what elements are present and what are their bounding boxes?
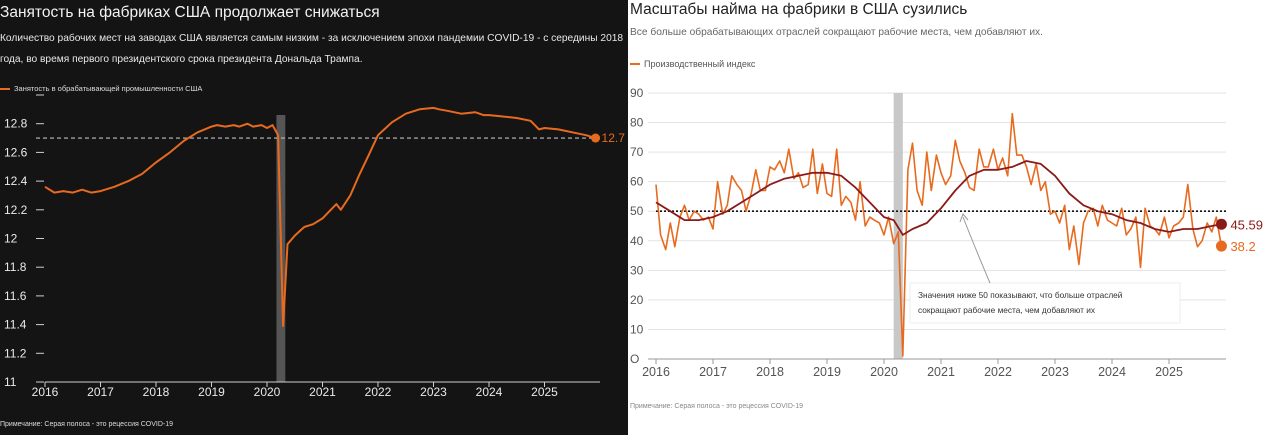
y-tick-label: O (630, 352, 639, 366)
y-tick-label: 12.4 (4, 174, 28, 188)
annotation-text: Значения ниже 50 показывают, что больше … (918, 290, 1123, 315)
y-tick-label: 90 (630, 86, 644, 100)
annotation-arrow (962, 216, 991, 284)
moving-average-line (655, 160, 1222, 236)
left-chart-panel: Занятость на фабриках США продолжает сни… (0, 0, 628, 435)
legend-line-icon (630, 63, 640, 65)
x-tick-label: 2023 (1041, 365, 1069, 379)
production-index-end-marker (1215, 240, 1227, 252)
y-tick-label: 50 (630, 204, 644, 218)
left-chart: 11 11.2 11.4 11.6 11.8 12 12.2 12.4 12.6 12.8 2016… (4, 94, 626, 399)
right-chart-title: Масштабы найма на фабрики в США сузились (630, 1, 968, 18)
annotation-box (909, 282, 1181, 324)
employment-series-line (44, 106, 596, 327)
end-value-label: 12.7 (602, 131, 626, 145)
x-tick-label: 2023 (420, 385, 447, 399)
x-tick-label: 2017 (87, 385, 114, 399)
x-tick-label: 2020 (870, 365, 898, 379)
x-tick-label: 2019 (813, 365, 841, 379)
y-tick-label: 12 (4, 232, 18, 246)
y-tick-label: 11 (4, 375, 17, 389)
x-tick-label: 2019 (198, 385, 225, 399)
right-chart: O 10 20 30 40 50 60 70 80 90 2016 2017 2018 2019 2020 2… (630, 86, 1263, 379)
right-chart-panel: Масштабы найма на фабрики в США сузились… (628, 0, 1280, 435)
left-chart-title: Занятость на фабриках США продолжает сни… (0, 4, 380, 21)
x-tick-label: 2025 (1155, 365, 1183, 379)
left-chart-subtitle: Количество рабочих мест на заводах США я… (0, 33, 624, 65)
annotation-arrowhead (959, 213, 969, 223)
y-tick-label: 12.2 (4, 203, 28, 217)
moving-average-end-marker (1215, 218, 1227, 230)
x-tick-label: 2022 (984, 365, 1012, 379)
x-tick-label: 2025 (531, 385, 558, 399)
y-tick-label: 12.6 (4, 145, 28, 159)
y-tick-label: 60 (630, 175, 644, 189)
x-tick-label: 2016 (32, 385, 59, 399)
moving-average-end-label: 45.59 (1230, 217, 1263, 232)
left-legend: Занятость в обрабатывающей промышленност… (0, 84, 202, 93)
x-tick-label: 2016 (642, 365, 670, 379)
x-tick-label: 2018 (143, 385, 170, 399)
right-legend-label: Производственный индекс (644, 59, 756, 69)
x-tick-label: 2024 (1098, 365, 1126, 379)
end-point-marker (591, 133, 601, 143)
y-tick-label: 11.6 (4, 289, 27, 303)
right-chart-subtitle: Все больше обрабатывающих отраслей сокра… (630, 27, 1043, 38)
y-tick-label: 20 (630, 293, 644, 307)
x-tick-label: 2017 (699, 365, 727, 379)
y-tick-label: 40 (630, 234, 644, 248)
y-tick-label: 11.8 (4, 260, 27, 274)
x-tick-label: 2020 (254, 385, 281, 399)
y-tick-label: 12.8 (4, 117, 28, 131)
x-tick-label: 2021 (927, 365, 955, 379)
y-tick-label: 80 (630, 116, 644, 130)
left-legend-label: Занятость в обрабатывающей промышленност… (14, 84, 203, 93)
right-legend: Производственный индекс (630, 59, 755, 69)
y-tick-label: 10 (630, 322, 644, 336)
x-tick-label: 2021 (309, 385, 336, 399)
production-index-end-label: 38.2 (1230, 239, 1255, 254)
y-tick-label: 70 (630, 145, 644, 159)
y-tick-label: 11.2 (4, 346, 27, 360)
right-chart-note: Примечание: Серая полоса - это рецессия … (630, 403, 804, 410)
x-tick-label: 2022 (365, 385, 392, 399)
x-tick-label: 2024 (476, 385, 503, 399)
y-tick-label: 11.4 (4, 318, 27, 332)
left-chart-note: Примечание: Серая полоса - это рецессия … (0, 421, 174, 428)
x-tick-label: 2018 (756, 365, 784, 379)
legend-line-icon (0, 87, 10, 90)
y-tick-label: 30 (630, 263, 644, 277)
